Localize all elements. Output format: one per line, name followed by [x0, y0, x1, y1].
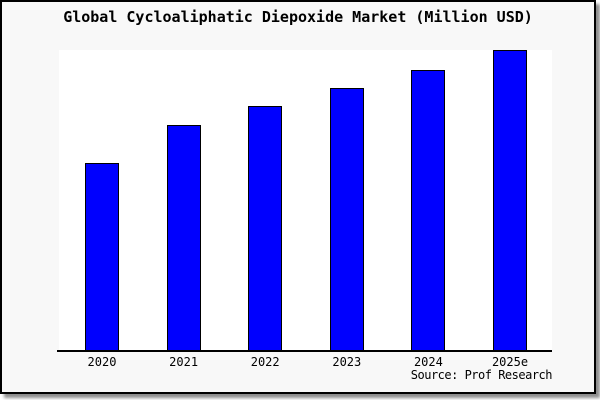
- x-tick-label: 2023: [332, 355, 362, 369]
- bar-2020: [85, 163, 119, 351]
- x-tick-label: 2025e: [491, 355, 529, 369]
- bar-2024: [411, 70, 446, 351]
- plot-area: [59, 50, 552, 351]
- bar-2025e: [493, 50, 527, 351]
- bar-2022: [248, 106, 283, 351]
- source-text: Source: Prof Research: [410, 368, 553, 382]
- chart-card: Global Cycloaliphatic Diepoxide Market (…: [0, 0, 596, 394]
- x-tick-label: 2022: [250, 355, 280, 369]
- x-axis-line: [57, 350, 552, 352]
- bar-2021: [166, 125, 201, 351]
- chart-title: Global Cycloaliphatic Diepoxide Market (…: [63, 8, 533, 26]
- x-tick-label: 2020: [87, 355, 117, 369]
- x-tick-label: 2021: [169, 355, 199, 369]
- x-tick-label: 2024: [413, 355, 443, 369]
- bar-2023: [329, 88, 364, 351]
